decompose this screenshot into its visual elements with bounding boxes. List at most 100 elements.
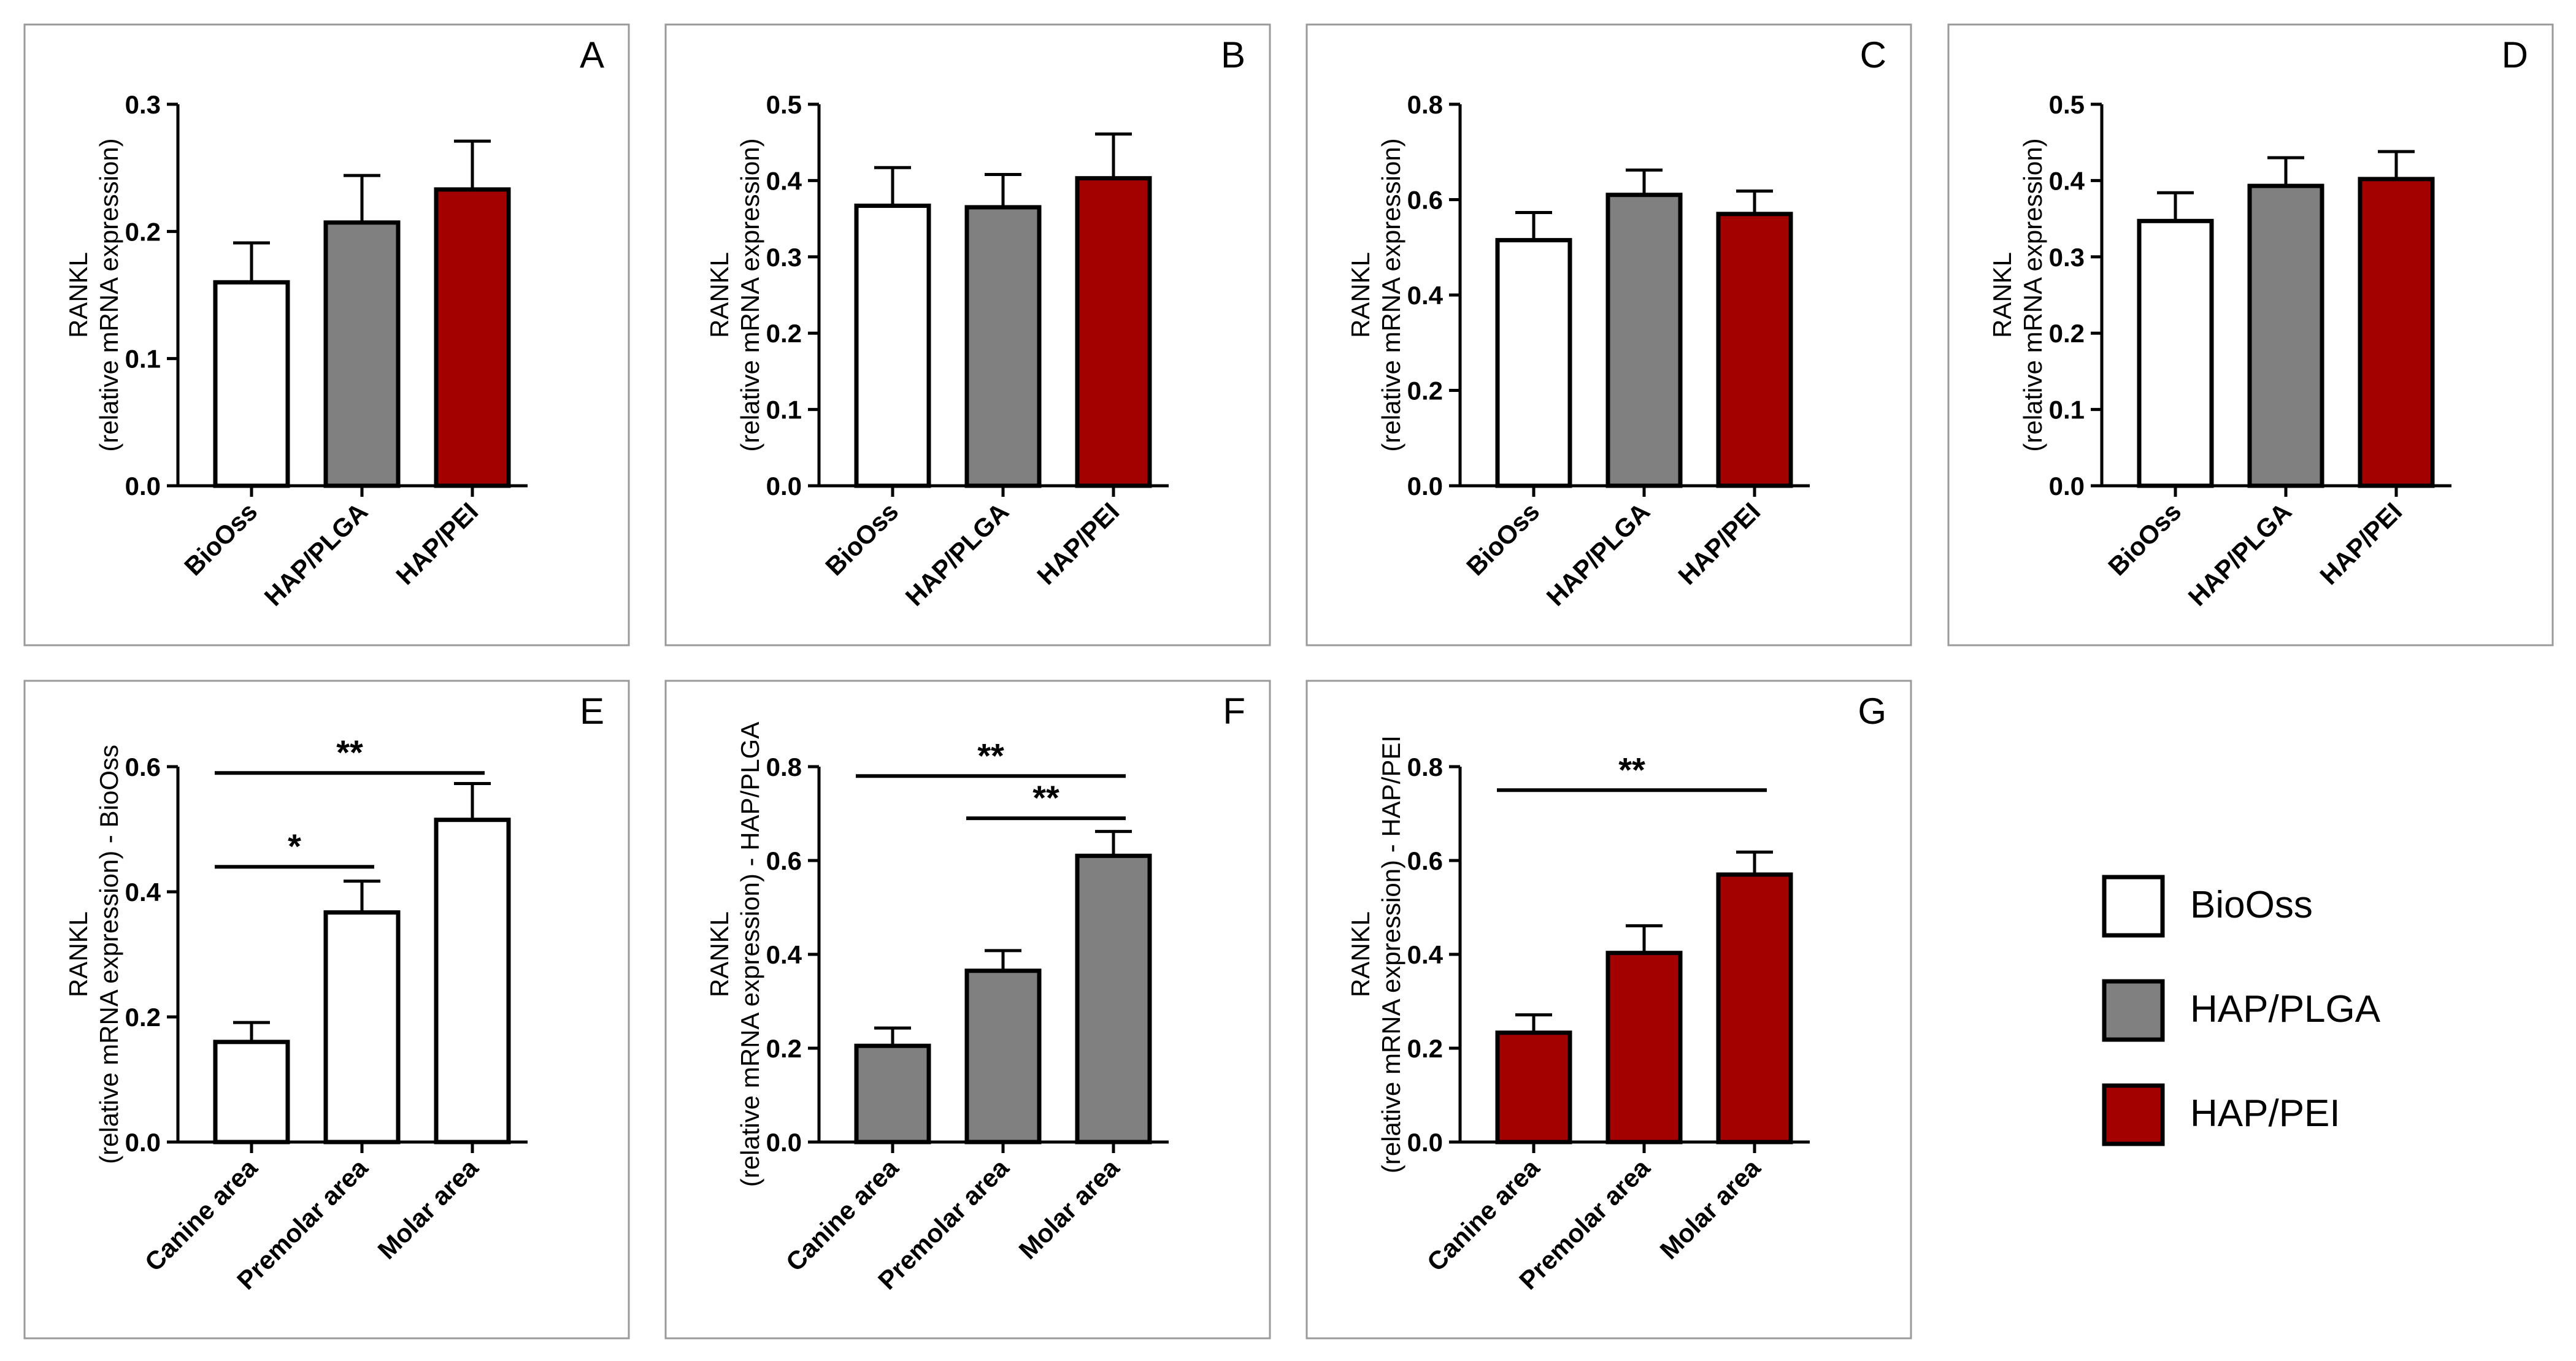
panel-e-y-label-line2: (relative mRNA expression) - BioOss (94, 745, 123, 1164)
panel-g-bar-3 (1716, 872, 1793, 1144)
panel-e-frame (23, 680, 630, 1340)
panel-g-y-tick-label: 0.8 (1407, 753, 1443, 781)
panel-d-letter: D (2502, 34, 2528, 75)
panel-f-y-label-line2: (relative mRNA expression) - HAP/PLGA (736, 722, 764, 1187)
panel-g-letter: G (1858, 691, 1886, 732)
panel-g-bar-1 (1495, 1030, 1572, 1144)
panel-c-y-tick-label: 0.6 (1407, 186, 1443, 215)
panel-b-bar-3 (1075, 176, 1152, 488)
panel-c-bar-2 (1605, 193, 1683, 488)
panel-e-y-label-line1: RANKL (64, 911, 93, 997)
panel-e-bar-1 (213, 1040, 290, 1144)
panel-c-y-label: RANKL(relative mRNA expression) (1346, 138, 1405, 451)
panel-f-y-label: RANKL(relative mRNA expression) - HAP/PL… (705, 722, 764, 1187)
panel-d-y-tick-label: 0.0 (2049, 472, 2085, 500)
panel-b-frame (664, 23, 1271, 646)
panel-f-significance-label-1: ** (1032, 778, 1059, 817)
panel-e-y-tick-label: 0.6 (125, 753, 161, 781)
panel-d-y-label-line2: (relative mRNA expression) (2018, 138, 2047, 451)
panel-g-y-tick-label: 0.2 (1407, 1034, 1443, 1063)
panel-e-y-label: RANKL(relative mRNA expression) - BioOss (64, 745, 123, 1164)
panel-e-bar-3 (434, 818, 511, 1144)
panel-e-y-tick-label: 0.4 (125, 878, 161, 907)
panel-e-letter: E (580, 691, 604, 732)
legend-swatch-2 (2102, 979, 2165, 1042)
panel-b-y-label-line1: RANKL (705, 252, 734, 338)
panel-a-bar-2 (323, 220, 401, 488)
panel-b-y-tick-label: 0.5 (766, 90, 802, 119)
panel-a-y-tick-label: 0.2 (125, 217, 161, 246)
panel-d-y-tick-label: 0.4 (2049, 166, 2085, 195)
panel-g-bar-2 (1605, 951, 1683, 1144)
panel-d-y-tick-label: 0.5 (2049, 90, 2085, 119)
legend: BioOss HAP/PLGA HAP/PEI (2102, 875, 2381, 1146)
panel-c-bar-3 (1716, 212, 1793, 488)
panel-g-y-tick-label: 0.6 (1407, 846, 1443, 875)
panel-g-y-tick-label: 0.4 (1407, 940, 1444, 969)
panel-e-y-tick-label: 0.2 (125, 1003, 161, 1032)
panel-c-frame (1305, 23, 1912, 646)
panel-b-y-tick-label: 0.1 (766, 396, 802, 424)
panel-a-y-tick-label: 0.0 (125, 472, 161, 500)
panel-b-y-label: RANKL(relative mRNA expression) (705, 138, 764, 451)
panel-d-y-tick-label: 0.1 (2049, 396, 2085, 424)
panel-f-y-tick-label: 0.4 (766, 940, 802, 969)
panel-d-y-tick-label: 0.2 (2049, 319, 2085, 348)
panel-e-y-tick-label: 0.0 (125, 1128, 161, 1157)
panel-f-y-tick-label: 0.2 (766, 1034, 802, 1063)
panel-g-y-label-line2: (relative mRNA expression) - HAP/PEI (1377, 735, 1405, 1173)
panel-b-bar-1 (854, 203, 931, 488)
legend-swatch-1 (2102, 875, 2165, 938)
panel-b-y-tick-label: 0.3 (766, 243, 802, 272)
legend-label-2: HAP/PLGA (2190, 988, 2381, 1030)
panel-b-y-label-line2: (relative mRNA expression) (736, 138, 764, 451)
panel-g-significance-label-1: ** (1618, 750, 1645, 789)
panel-e-bar-2 (323, 910, 401, 1144)
panel-f-y-label-line1: RANKL (705, 911, 734, 997)
panel-c-letter: C (1860, 34, 1886, 75)
panel-b-letter: B (1221, 34, 1245, 75)
panel-a-letter: A (580, 34, 604, 75)
legend-label-1: BioOss (2190, 884, 2313, 926)
panel-a-bar-3 (434, 187, 511, 488)
panel-f-bar-2 (964, 968, 1042, 1144)
panel-d-y-label-line1: RANKL (1988, 252, 2017, 338)
panel-c-y-label-line1: RANKL (1346, 252, 1375, 338)
panel-d-frame (1947, 23, 2554, 646)
panel-f-y-tick-label: 0.8 (766, 753, 802, 781)
panel-a-y-tick-label: 0.3 (125, 90, 161, 119)
panel-c-bar-1 (1495, 238, 1572, 488)
panel-g-y-tick-label: 0.0 (1407, 1128, 1443, 1157)
legend-label-3: HAP/PEI (2190, 1092, 2340, 1135)
panel-e-significance-label-1: * (288, 827, 301, 865)
panel-g-frame (1305, 680, 1912, 1340)
panel-f-frame (664, 680, 1271, 1340)
panel-e-significance-label-2: ** (336, 733, 363, 772)
panel-d-y-label: RANKL(relative mRNA expression) (1988, 138, 2047, 451)
panel-a-y-tick-label: 0.1 (125, 345, 161, 374)
panel-d-bar-2 (2247, 183, 2324, 488)
panel-a-y-label-line1: RANKL (64, 252, 93, 338)
panel-b-bar-2 (964, 205, 1042, 488)
panel-g-y-label-line1: RANKL (1346, 911, 1375, 997)
panel-a-bar-1 (213, 280, 290, 488)
panel-c-y-tick-label: 0.4 (1407, 281, 1444, 310)
panel-a-y-label: RANKL(relative mRNA expression) (64, 138, 123, 451)
panel-d-bar-3 (2358, 177, 2435, 488)
panel-d-bar-1 (2137, 218, 2214, 488)
panel-b-y-tick-label: 0.4 (766, 166, 802, 195)
panel-b-y-tick-label: 0.2 (766, 319, 802, 348)
panel-f-bar-1 (854, 1043, 931, 1144)
legend-swatch-3 (2102, 1083, 2165, 1146)
panel-f-bar-3 (1075, 853, 1152, 1144)
panel-f-y-tick-label: 0.0 (766, 1128, 802, 1157)
panel-c-y-tick-label: 0.0 (1407, 472, 1443, 500)
panel-b-y-tick-label: 0.0 (766, 472, 802, 500)
panel-c-y-tick-label: 0.2 (1407, 377, 1443, 405)
panel-c-y-tick-label: 0.8 (1407, 90, 1443, 119)
panel-c-y-label-line2: (relative mRNA expression) (1377, 138, 1405, 451)
panel-a-frame (23, 23, 630, 646)
